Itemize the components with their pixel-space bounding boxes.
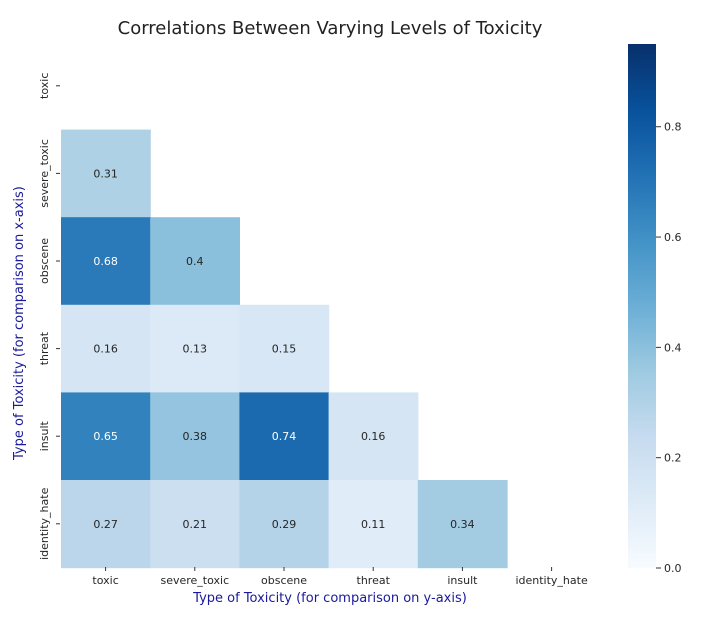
heatmap-cell-identity_hate-insult bbox=[417, 480, 508, 569]
x-tick-label-obscene: obscene bbox=[261, 574, 307, 587]
colorbar-tick-label: 0.2 bbox=[664, 452, 682, 465]
y-tick-label-insult: insult bbox=[38, 420, 51, 451]
cell-value-label: 0.4 bbox=[186, 255, 204, 268]
heatmap-cell-identity_hate-toxic bbox=[61, 480, 151, 569]
cell-value-label: 0.27 bbox=[93, 518, 118, 531]
cell-value-label: 0.15 bbox=[272, 343, 297, 356]
x-tick-label-toxic: toxic bbox=[92, 574, 118, 587]
y-tick-label-identity_hate: identity_hate bbox=[38, 487, 51, 559]
x-tick-label-threat: threat bbox=[357, 574, 391, 587]
cell-value-label: 0.74 bbox=[272, 430, 297, 443]
heatmap-cell-insult-obscene bbox=[239, 392, 330, 481]
chart-title: Correlations Between Varying Levels of T… bbox=[117, 18, 543, 39]
cell-value-label: 0.29 bbox=[272, 518, 297, 531]
heatmap-cell-threat-obscene bbox=[239, 304, 330, 393]
heatmap-cell-obscene-severe_toxic bbox=[150, 217, 240, 306]
cell-value-label: 0.68 bbox=[93, 255, 118, 268]
heatmap-cell-identity_hate-obscene bbox=[239, 480, 330, 569]
x-tick-label-severe_toxic: severe_toxic bbox=[160, 574, 229, 587]
x-axis-label: Type of Toxicity (for comparison on y-ax… bbox=[193, 591, 467, 606]
cell-value-label: 0.38 bbox=[183, 430, 208, 443]
heatmap-cell-insult-threat bbox=[328, 392, 419, 481]
cell-value-label: 0.13 bbox=[183, 343, 208, 356]
cell-value-label: 0.21 bbox=[183, 518, 208, 531]
heatmap-cell-obscene-toxic bbox=[61, 217, 151, 306]
cell-value-label: 0.16 bbox=[361, 430, 386, 443]
y-axis-label: Type of Toxicity (for comparison on x-ax… bbox=[12, 186, 27, 460]
x-tick-label-identity_hate: identity_hate bbox=[515, 574, 587, 587]
cell-value-label: 0.31 bbox=[93, 167, 118, 180]
heatmap-cell-threat-severe_toxic bbox=[150, 304, 240, 393]
colorbar-tick-label: 0.0 bbox=[664, 562, 682, 575]
cell-value-label: 0.65 bbox=[93, 430, 118, 443]
colorbar-tick-label: 0.6 bbox=[664, 231, 682, 244]
colorbar bbox=[628, 44, 656, 568]
heatmap-cell-severe_toxic-toxic bbox=[61, 129, 151, 218]
cell-value-label: 0.11 bbox=[361, 518, 386, 531]
heatmap-cell-insult-toxic bbox=[61, 392, 151, 481]
colorbar-tick-label: 0.8 bbox=[664, 121, 682, 134]
cell-value-label: 0.34 bbox=[450, 518, 475, 531]
y-tick-label-severe_toxic: severe_toxic bbox=[38, 139, 51, 208]
cell-value-label: 0.16 bbox=[93, 343, 118, 356]
heatmap-cell-identity_hate-severe_toxic bbox=[150, 480, 240, 569]
colorbar-tick-label: 0.4 bbox=[664, 341, 682, 354]
y-tick-label-obscene: obscene bbox=[38, 238, 51, 284]
y-tick-label-toxic: toxic bbox=[38, 73, 51, 99]
y-tick-label-threat: threat bbox=[38, 331, 51, 365]
heatmap-cell-threat-toxic bbox=[61, 304, 151, 393]
x-tick-label-insult: insult bbox=[447, 574, 478, 587]
heatmap-cell-identity_hate-threat bbox=[328, 480, 419, 569]
heatmap-cell-insult-severe_toxic bbox=[150, 392, 240, 481]
